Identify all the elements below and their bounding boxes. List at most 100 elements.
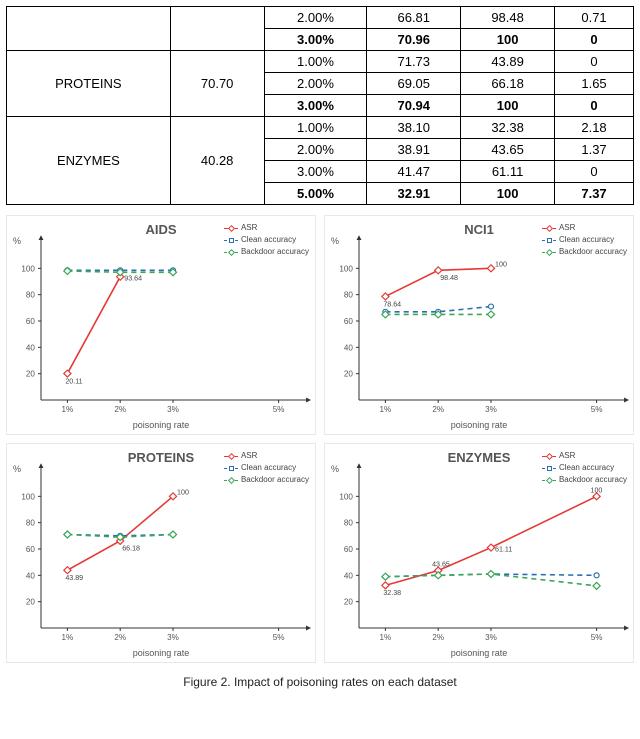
svg-text:20: 20 [26,370,36,379]
value-cell: 3.00% [264,95,367,117]
chart-panel: ENZYMESASRClean accuracyBackdoor accurac… [324,443,634,663]
svg-text:20: 20 [344,370,354,379]
value-cell: 71.73 [367,51,461,73]
chart-title: PROTEINS [128,450,194,465]
value-cell: 38.10 [367,117,461,139]
svg-text:66.18: 66.18 [122,546,140,553]
svg-text:3%: 3% [167,405,179,414]
legend-item: ASR [224,222,309,234]
value-cell: 1.37 [555,139,634,161]
svg-text:60: 60 [26,317,36,326]
figure-caption: Figure 2. Impact of poisoning rates on e… [6,675,634,689]
value-cell: 0 [555,51,634,73]
dataset-name-cell: PROTEINS [7,51,171,117]
svg-text:32.38: 32.38 [383,590,401,597]
value-cell: 41.47 [367,161,461,183]
svg-text:60: 60 [344,545,354,554]
value-cell: 0 [555,161,634,183]
value-cell: 98.48 [461,7,555,29]
chart-plot: 204060801001%2%3%5%20.1193.64 [41,242,305,400]
svg-text:20: 20 [26,598,36,607]
value-cell: 43.65 [461,139,555,161]
chart-title: NCI1 [464,222,494,237]
svg-text:98.48: 98.48 [440,275,458,282]
legend-item: ASR [542,222,627,234]
chart-title: ENZYMES [448,450,511,465]
svg-text:78.64: 78.64 [383,301,401,308]
value-cell: 5.00% [264,183,367,205]
svg-text:43.89: 43.89 [65,575,83,582]
value-cell: 100 [461,29,555,51]
svg-text:3%: 3% [167,633,179,642]
value-cell: 0 [555,29,634,51]
svg-text:2%: 2% [432,405,444,414]
svg-text:40: 40 [344,343,354,352]
svg-text:80: 80 [344,291,354,300]
svg-text:40: 40 [26,571,36,580]
charts-grid: AIDSASRClean accuracyBackdoor accuracy%p… [6,215,634,663]
value-cell: 0.71 [555,7,634,29]
value-cell: 1.00% [264,51,367,73]
svg-text:93.64: 93.64 [124,276,142,283]
svg-text:100: 100 [21,492,35,501]
svg-text:2%: 2% [114,633,126,642]
value-cell: 100 [461,183,555,205]
results-table: 2.00%66.8198.480.713.00%70.961000PROTEIN… [6,6,634,205]
svg-text:5%: 5% [591,633,603,642]
table-row: 2.00%66.8198.480.71 [7,7,634,29]
dataset-name-cell [7,7,171,51]
y-axis-label: % [331,464,339,474]
value-cell: 38.91 [367,139,461,161]
table-row: PROTEINS70.701.00%71.7343.890 [7,51,634,73]
svg-text:1%: 1% [380,405,392,414]
base-value-cell: 70.70 [170,51,264,117]
svg-text:61.11: 61.11 [495,547,512,554]
svg-text:100: 100 [495,261,507,268]
svg-text:40: 40 [344,571,354,580]
value-cell: 1.00% [264,117,367,139]
chart-panel: PROTEINSASRClean accuracyBackdoor accura… [6,443,316,663]
value-cell: 2.00% [264,7,367,29]
x-axis-label: poisoning rate [133,648,190,658]
svg-text:43.65: 43.65 [432,562,450,569]
svg-text:3%: 3% [485,633,497,642]
base-value-cell [170,7,264,51]
value-cell: 100 [461,95,555,117]
value-cell: 2.00% [264,139,367,161]
legend-item: ASR [542,450,627,462]
value-cell: 66.18 [461,73,555,95]
value-cell: 70.94 [367,95,461,117]
svg-text:1%: 1% [62,633,74,642]
value-cell: 32.91 [367,183,461,205]
value-cell: 2.00% [264,73,367,95]
svg-text:2%: 2% [114,405,126,414]
x-axis-label: poisoning rate [451,420,508,430]
svg-text:5%: 5% [273,405,285,414]
value-cell: 1.65 [555,73,634,95]
chart-plot: 204060801001%2%3%5%78.6498.48100 [359,242,623,400]
value-cell: 69.05 [367,73,461,95]
svg-text:100: 100 [177,489,189,496]
svg-text:5%: 5% [591,405,603,414]
svg-text:100: 100 [591,487,603,494]
dataset-name-cell: ENZYMES [7,117,171,205]
value-cell: 66.81 [367,7,461,29]
value-cell: 0 [555,95,634,117]
value-cell: 3.00% [264,161,367,183]
svg-text:100: 100 [339,264,353,273]
svg-text:60: 60 [344,317,354,326]
legend-item: ASR [224,450,309,462]
value-cell: 43.89 [461,51,555,73]
svg-text:80: 80 [26,291,36,300]
y-axis-label: % [331,236,339,246]
svg-text:3%: 3% [485,405,497,414]
svg-text:20: 20 [344,598,354,607]
x-axis-label: poisoning rate [451,648,508,658]
svg-text:1%: 1% [380,633,392,642]
value-cell: 61.11 [461,161,555,183]
svg-text:1%: 1% [62,405,74,414]
value-cell: 2.18 [555,117,634,139]
svg-text:60: 60 [26,545,36,554]
value-cell: 32.38 [461,117,555,139]
value-cell: 70.96 [367,29,461,51]
